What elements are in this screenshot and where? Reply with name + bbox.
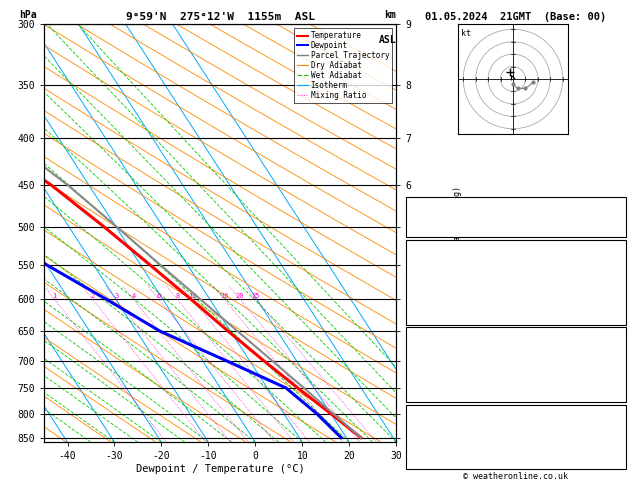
Text: CIN (J): CIN (J) — [411, 313, 452, 324]
Text: 353: 353 — [603, 353, 621, 364]
Text: CIN (J): CIN (J) — [411, 391, 452, 401]
Text: 8: 8 — [175, 294, 179, 299]
X-axis label: Dewpoint / Temperature (°C): Dewpoint / Temperature (°C) — [136, 464, 304, 474]
Text: EH: EH — [411, 419, 423, 429]
Text: km: km — [384, 10, 396, 20]
Text: 18.9: 18.9 — [598, 265, 621, 275]
Text: 2: 2 — [615, 313, 621, 324]
Text: θₑ(K): θₑ(K) — [411, 277, 440, 287]
Text: Hodograph: Hodograph — [489, 406, 542, 416]
Text: Temp (°C): Temp (°C) — [411, 253, 464, 263]
Text: 16: 16 — [220, 294, 228, 299]
Text: StmSpd (kt): StmSpd (kt) — [411, 458, 476, 468]
Text: 6: 6 — [157, 294, 161, 299]
Text: 38: 38 — [609, 199, 621, 208]
Text: Most Unstable: Most Unstable — [477, 329, 554, 338]
Text: θₑ (K): θₑ (K) — [411, 353, 446, 364]
Text: 23.1: 23.1 — [598, 253, 621, 263]
Text: 25: 25 — [252, 294, 260, 299]
Text: 43: 43 — [609, 212, 621, 222]
Text: 10: 10 — [188, 294, 196, 299]
Text: ASL: ASL — [379, 35, 396, 45]
Text: 0: 0 — [615, 432, 621, 442]
Text: 4: 4 — [131, 294, 136, 299]
Text: kt: kt — [461, 29, 470, 38]
Text: SREH: SREH — [411, 432, 434, 442]
Text: Lifted Index: Lifted Index — [411, 289, 481, 299]
Text: 20: 20 — [236, 294, 245, 299]
Text: © weatheronline.co.uk: © weatheronline.co.uk — [464, 472, 568, 481]
Text: 01.05.2024  21GMT  (Base: 00): 01.05.2024 21GMT (Base: 00) — [425, 12, 606, 22]
Text: hPa: hPa — [19, 10, 37, 20]
Text: CAPE (J): CAPE (J) — [411, 301, 458, 312]
Text: Surface: Surface — [495, 241, 537, 251]
Text: -1: -1 — [609, 289, 621, 299]
Text: 551: 551 — [603, 379, 621, 389]
Text: -1: -1 — [609, 366, 621, 376]
Text: 0: 0 — [615, 419, 621, 429]
Text: 3.32: 3.32 — [598, 226, 621, 235]
Text: Totals Totals: Totals Totals — [411, 212, 487, 222]
Text: 884: 884 — [603, 341, 621, 351]
Text: 2: 2 — [91, 294, 95, 299]
Text: 3: 3 — [615, 458, 621, 468]
Text: 339°: 339° — [598, 445, 621, 455]
Text: 551: 551 — [603, 301, 621, 312]
Text: PW (cm): PW (cm) — [411, 226, 452, 235]
Text: 1: 1 — [52, 294, 57, 299]
Title: 9°59'N  275°12'W  1155m  ASL: 9°59'N 275°12'W 1155m ASL — [126, 12, 314, 22]
Text: Pressure (mb): Pressure (mb) — [411, 341, 487, 351]
Text: K: K — [411, 199, 416, 208]
Text: StmDir: StmDir — [411, 445, 446, 455]
Text: 3: 3 — [114, 294, 118, 299]
Text: Mixing Ratio (g/kg): Mixing Ratio (g/kg) — [453, 186, 462, 281]
Text: Lifted Index: Lifted Index — [411, 366, 481, 376]
Text: 353: 353 — [603, 277, 621, 287]
Text: CAPE (J): CAPE (J) — [411, 379, 458, 389]
Text: Dewp (°C): Dewp (°C) — [411, 265, 464, 275]
Legend: Temperature, Dewpoint, Parcel Trajectory, Dry Adiabat, Wet Adiabat, Isotherm, Mi: Temperature, Dewpoint, Parcel Trajectory… — [294, 28, 392, 103]
Text: 2: 2 — [615, 391, 621, 401]
